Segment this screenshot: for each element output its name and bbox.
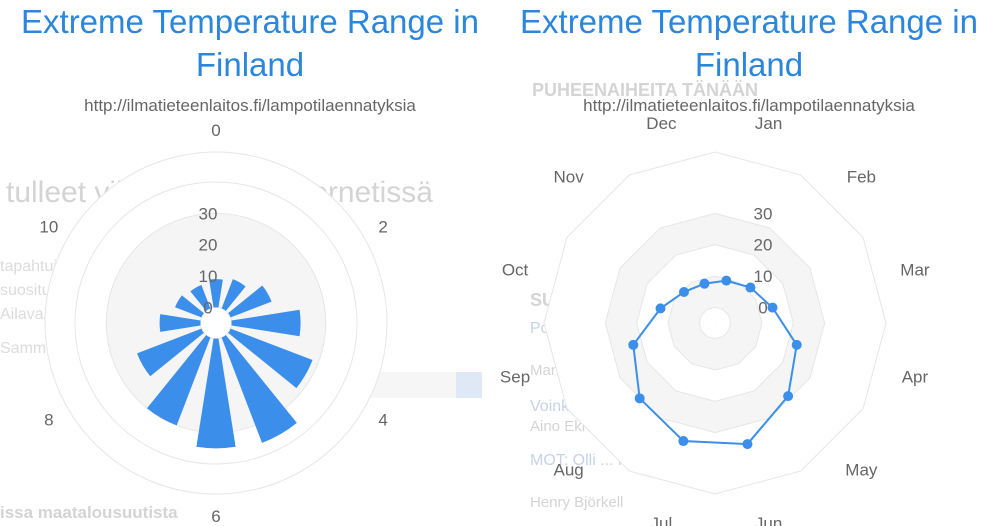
angle-tick-label: 2 — [378, 218, 387, 237]
category-label: Jul — [651, 514, 673, 526]
bar — [190, 284, 211, 311]
bar — [221, 279, 246, 311]
radial-tick-label: 0 — [203, 298, 212, 317]
angle-tick-label: 0 — [211, 121, 220, 140]
data-point — [634, 393, 645, 404]
category-label: Sep — [500, 368, 530, 387]
radial-tick-label: 20 — [199, 236, 218, 255]
category-label: Apr — [902, 368, 929, 387]
category-label: Mar — [900, 260, 930, 279]
bar — [175, 295, 204, 318]
category-label: Jan — [755, 114, 782, 133]
polar-bar-chart: 0 2 4 6 8 10 0 10 20 30 — [39, 121, 387, 526]
data-point — [721, 275, 732, 286]
bar — [228, 328, 313, 389]
data-point — [742, 439, 753, 450]
category-label: May — [845, 460, 878, 479]
angle-tick-label: 10 — [39, 218, 58, 237]
bar — [159, 314, 201, 332]
bar — [137, 328, 204, 377]
polar-line-chart: Jan Feb Mar Apr May Jun Jul Aug Sep Oct Nov Dec 0 10 2… — [500, 114, 930, 526]
category-label: Feb — [847, 168, 876, 187]
data-point — [699, 278, 710, 289]
chart-title: Extreme Temperature Range in Finland — [520, 3, 978, 83]
radial-tick-label: 10 — [199, 267, 218, 286]
plot-outline — [74, 181, 358, 465]
bar — [146, 335, 211, 426]
chart-subtitle: http://ilmatieteenlaitos.fi/lampotilaenn… — [583, 96, 915, 115]
radial-tick-label: 10 — [754, 267, 773, 286]
angle-tick-label: 6 — [211, 507, 220, 526]
bar — [228, 285, 272, 318]
data-point — [791, 339, 802, 350]
polar-line-chart-panel: Extreme Temperature Range in Finland htt… — [499, 0, 999, 526]
category-label: Nov — [554, 168, 585, 187]
data-point — [628, 339, 639, 350]
polar-bar-chart-panel: Extreme Temperature Range in Finland htt… — [21, 3, 479, 526]
data-point — [745, 282, 756, 293]
data-point — [655, 303, 666, 314]
chart-title: Extreme Temperature Range in Finland — [21, 3, 479, 83]
data-point — [678, 436, 689, 447]
radial-tick-label: 20 — [754, 236, 773, 255]
data-point — [783, 391, 794, 402]
category-label: Aug — [554, 460, 584, 479]
angle-tick-label: 8 — [44, 411, 53, 430]
radial-tick-label: 30 — [199, 204, 218, 223]
bar — [231, 309, 301, 337]
radial-tick-label: 30 — [754, 204, 773, 223]
angle-tick-label: 4 — [378, 411, 387, 430]
data-point — [678, 286, 689, 297]
data-point — [767, 302, 778, 313]
category-label: Jun — [755, 514, 782, 526]
radial-tick-label: 0 — [758, 298, 767, 317]
category-label: Oct — [502, 260, 529, 279]
bar — [209, 279, 223, 308]
bar — [196, 338, 236, 449]
chart-subtitle: http://ilmatieteenlaitos.fi/lampotilaenn… — [84, 96, 416, 115]
bar — [221, 335, 297, 443]
category-label: Dec — [646, 114, 677, 133]
